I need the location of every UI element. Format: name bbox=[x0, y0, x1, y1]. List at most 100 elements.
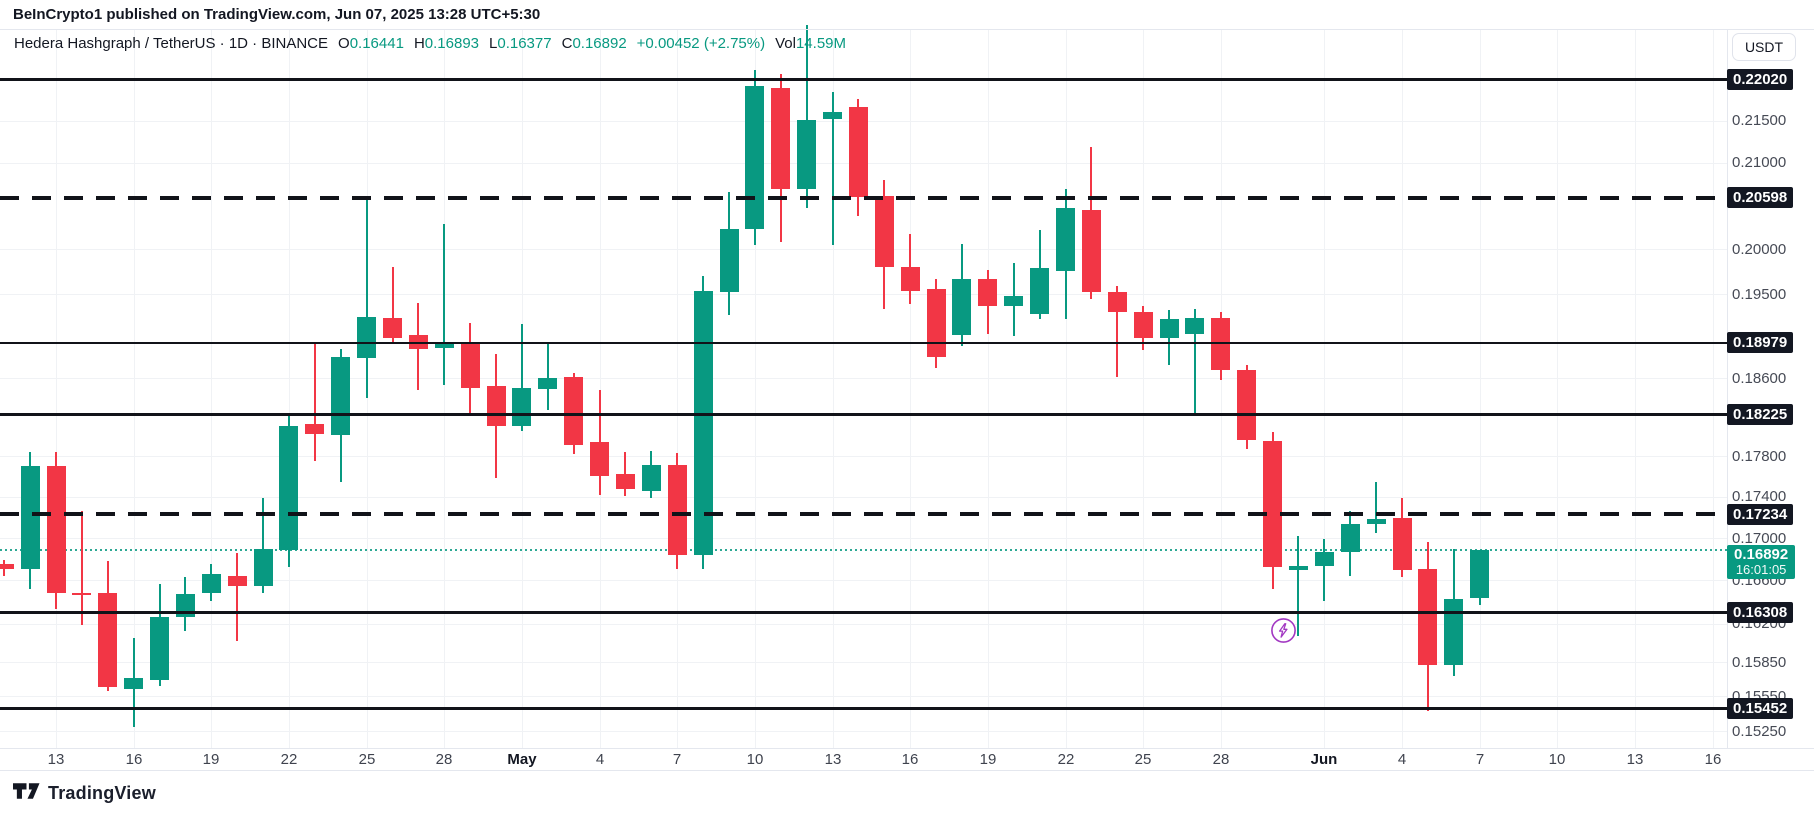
gridline-vertical bbox=[1066, 29, 1067, 748]
price-scale-label: 0.18600 bbox=[1732, 369, 1787, 387]
candle-wick bbox=[520, 324, 523, 432]
gridline-horizontal bbox=[0, 696, 1727, 698]
candle-body bbox=[1288, 565, 1308, 571]
candle-body bbox=[98, 592, 118, 687]
gridline-vertical bbox=[1557, 29, 1558, 748]
price-level-badge: 0.22020 bbox=[1727, 68, 1794, 90]
time-axis-label: 22 bbox=[280, 751, 298, 768]
gridline-vertical bbox=[56, 29, 57, 748]
currency-toggle-button[interactable]: USDT bbox=[1732, 33, 1796, 61]
tradingview-logo[interactable]: TradingView bbox=[13, 783, 156, 804]
candle-wick bbox=[1193, 308, 1196, 415]
gridline-horizontal bbox=[0, 496, 1727, 498]
time-axis-border-bottom bbox=[0, 770, 1814, 771]
candle-body bbox=[305, 424, 325, 435]
candle-wick bbox=[236, 553, 239, 641]
gridline-vertical bbox=[444, 29, 445, 748]
candle-body bbox=[383, 317, 402, 339]
price-level-badge: 0.18979 bbox=[1727, 332, 1794, 354]
candle-body bbox=[253, 549, 273, 587]
candle-body bbox=[1133, 312, 1153, 339]
gridline-vertical bbox=[677, 29, 678, 748]
time-axis-label: 25 bbox=[358, 751, 376, 768]
price-change: +0.00452 (+2.75%) bbox=[636, 35, 766, 52]
candle-body bbox=[1159, 318, 1179, 339]
support-resistance-line[interactable] bbox=[0, 706, 1729, 710]
candle-body bbox=[201, 574, 221, 593]
ohlc-values: O0.16441 H0.16893 L0.16377 C0.16892 bbox=[338, 35, 627, 52]
candle-body bbox=[926, 289, 946, 357]
candle-wick bbox=[262, 498, 265, 593]
candle-body bbox=[719, 228, 739, 293]
gridline-vertical bbox=[1324, 29, 1325, 748]
support-resistance-line[interactable] bbox=[0, 195, 1729, 200]
candle-wick bbox=[80, 510, 83, 626]
time-axis-label: 10 bbox=[746, 751, 764, 768]
price-level-badge: 0.16308 bbox=[1727, 601, 1794, 623]
candle-body bbox=[1185, 317, 1205, 334]
flash-idea-icon[interactable] bbox=[1270, 617, 1297, 644]
gridline-vertical bbox=[910, 29, 911, 748]
support-resistance-line[interactable] bbox=[0, 413, 1729, 417]
candle-body bbox=[1004, 295, 1024, 306]
candle-body bbox=[72, 592, 92, 595]
ohlc-o-value: O0.16441 bbox=[338, 35, 404, 52]
candle-body bbox=[512, 388, 532, 427]
tradingview-logo-text: TradingView bbox=[48, 783, 156, 803]
candle-body bbox=[1263, 440, 1283, 567]
ohlc-l-value: L0.16377 bbox=[489, 35, 552, 52]
candle-body bbox=[564, 376, 584, 445]
candle-body bbox=[150, 616, 170, 680]
support-resistance-line[interactable] bbox=[0, 341, 1729, 344]
time-axis-label: Jun bbox=[1310, 751, 1338, 768]
price-scale-label: 0.17800 bbox=[1732, 447, 1787, 465]
time-axis-label: 25 bbox=[1134, 751, 1152, 768]
volume-label: Vol bbox=[775, 35, 796, 52]
ohlc-c-value: C0.16892 bbox=[561, 35, 627, 52]
gridline-vertical bbox=[289, 29, 290, 748]
gridline-vertical bbox=[1143, 29, 1144, 748]
candle-body bbox=[823, 111, 843, 119]
time-axis-label: 7 bbox=[1475, 751, 1485, 768]
candle-body bbox=[175, 593, 195, 617]
bar-countdown: 16:01:05 bbox=[1735, 561, 1787, 577]
candle-body bbox=[978, 278, 998, 306]
candle-body bbox=[1340, 524, 1360, 553]
candle-wick bbox=[1297, 536, 1300, 637]
time-axis-label: 4 bbox=[1397, 751, 1407, 768]
candle-wick bbox=[443, 224, 446, 386]
time-axis-label: May bbox=[507, 751, 537, 768]
price-scale-label: 0.19500 bbox=[1732, 285, 1787, 303]
candle-body bbox=[771, 87, 791, 189]
time-axis-label: 13 bbox=[47, 751, 65, 768]
time-axis-label: 19 bbox=[202, 751, 220, 768]
price-scale-label: 0.17400 bbox=[1732, 488, 1787, 506]
price-scale-border bbox=[1727, 29, 1728, 748]
price-level-badge: 0.18225 bbox=[1727, 404, 1794, 426]
candle-wick bbox=[1375, 482, 1378, 534]
candle-wick bbox=[1116, 285, 1119, 377]
gridline-horizontal bbox=[0, 731, 1727, 733]
gridline-horizontal bbox=[0, 249, 1727, 251]
candle-body bbox=[874, 195, 894, 267]
gridline-vertical bbox=[211, 29, 212, 748]
candle-body bbox=[590, 441, 610, 476]
gridline-horizontal bbox=[0, 538, 1727, 540]
price-scale-label: 0.20000 bbox=[1732, 240, 1787, 258]
support-resistance-line[interactable] bbox=[0, 512, 1729, 517]
time-axis-label: 16 bbox=[125, 751, 143, 768]
time-axis-label: 10 bbox=[1548, 751, 1566, 768]
candle-body bbox=[1444, 599, 1464, 666]
gridline-horizontal bbox=[0, 623, 1727, 625]
candle-body bbox=[46, 465, 66, 593]
time-axis-label: 19 bbox=[979, 751, 997, 768]
price-scale-label: 0.17000 bbox=[1732, 529, 1787, 547]
current-price-badge: 0.16892 16:01:05 bbox=[1727, 544, 1796, 579]
support-resistance-line[interactable] bbox=[0, 610, 1729, 614]
candle-wick bbox=[805, 24, 808, 208]
time-axis-label: 16 bbox=[1704, 751, 1722, 768]
candle-wick bbox=[391, 266, 394, 342]
time-axis-border-top bbox=[0, 748, 1814, 749]
support-resistance-line[interactable] bbox=[0, 77, 1729, 81]
